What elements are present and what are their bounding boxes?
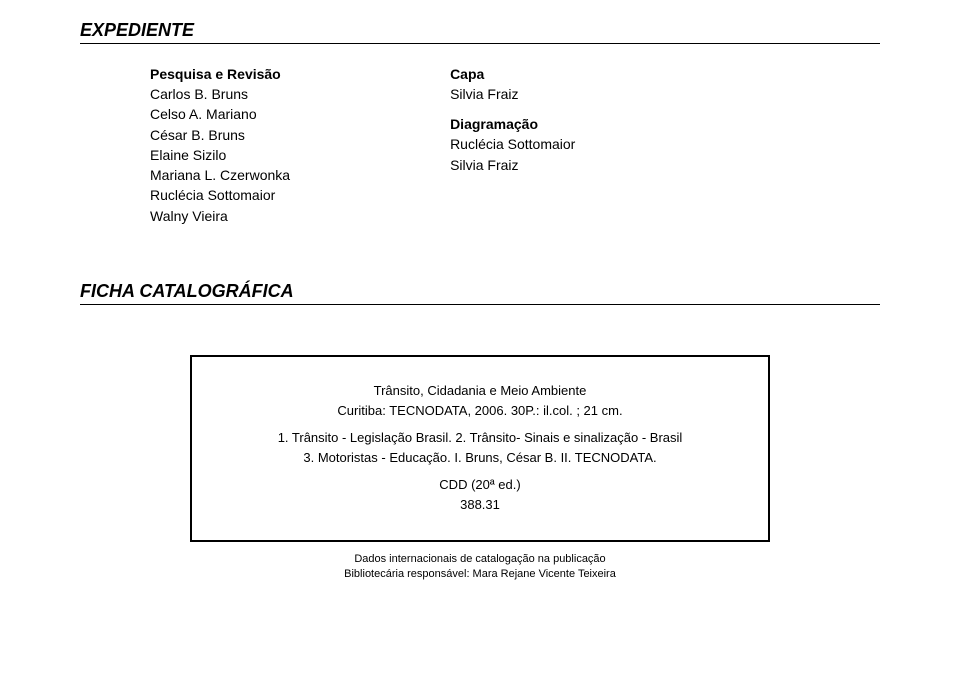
name: Walny Vieira — [150, 206, 290, 226]
name: Elaine Sizilo — [150, 145, 290, 165]
footer-credits: Dados internacionais de catalogação na p… — [80, 552, 880, 583]
name: Celso A. Mariano — [150, 104, 290, 124]
catalog-block3: CDD (20ª ed.) 388.31 — [214, 475, 746, 514]
col-pesquisa: Pesquisa e Revisão Carlos B. Bruns Celso… — [150, 66, 290, 226]
catalog-line: Trânsito, Cidadania e Meio Ambiente — [214, 381, 746, 401]
catalog-line: Curitiba: TECNODATA, 2006. 30P.: il.col.… — [214, 401, 746, 421]
ficha-header: FICHA CATALOGRÁFICA — [80, 281, 880, 305]
catalog-line: CDD (20ª ed.) — [214, 475, 746, 495]
name: Silvia Fraiz — [450, 84, 575, 104]
capa-title: Capa — [450, 66, 575, 82]
catalog-block2: 1. Trânsito - Legislação Brasil. 2. Trân… — [214, 428, 746, 467]
footer-line: Bibliotecária responsável: Mara Rejane V… — [80, 567, 880, 582]
name: Carlos B. Bruns — [150, 84, 290, 104]
col-capa-diag: Capa Silvia Fraiz Diagramação Ruclécia S… — [450, 66, 575, 226]
catalog-block1: Trânsito, Cidadania e Meio Ambiente Curi… — [214, 381, 746, 420]
catalog-line: 388.31 — [214, 495, 746, 515]
catalog-box: Trânsito, Cidadania e Meio Ambiente Curi… — [190, 355, 770, 542]
diag-title: Diagramação — [450, 116, 575, 132]
catalog-line: 1. Trânsito - Legislação Brasil. 2. Trân… — [214, 428, 746, 448]
name: César B. Bruns — [150, 125, 290, 145]
name: Mariana L. Czerwonka — [150, 165, 290, 185]
catalog-line: 3. Motoristas - Educação. I. Bruns, Césa… — [214, 448, 746, 468]
credits-columns: Pesquisa e Revisão Carlos B. Bruns Celso… — [80, 66, 880, 226]
footer-line: Dados internacionais de catalogação na p… — [80, 552, 880, 567]
name: Ruclécia Sottomaior — [450, 134, 575, 154]
name: Ruclécia Sottomaior — [150, 185, 290, 205]
pesquisa-title: Pesquisa e Revisão — [150, 66, 290, 82]
name: Silvia Fraiz — [450, 155, 575, 175]
expediente-header: EXPEDIENTE — [80, 20, 880, 44]
